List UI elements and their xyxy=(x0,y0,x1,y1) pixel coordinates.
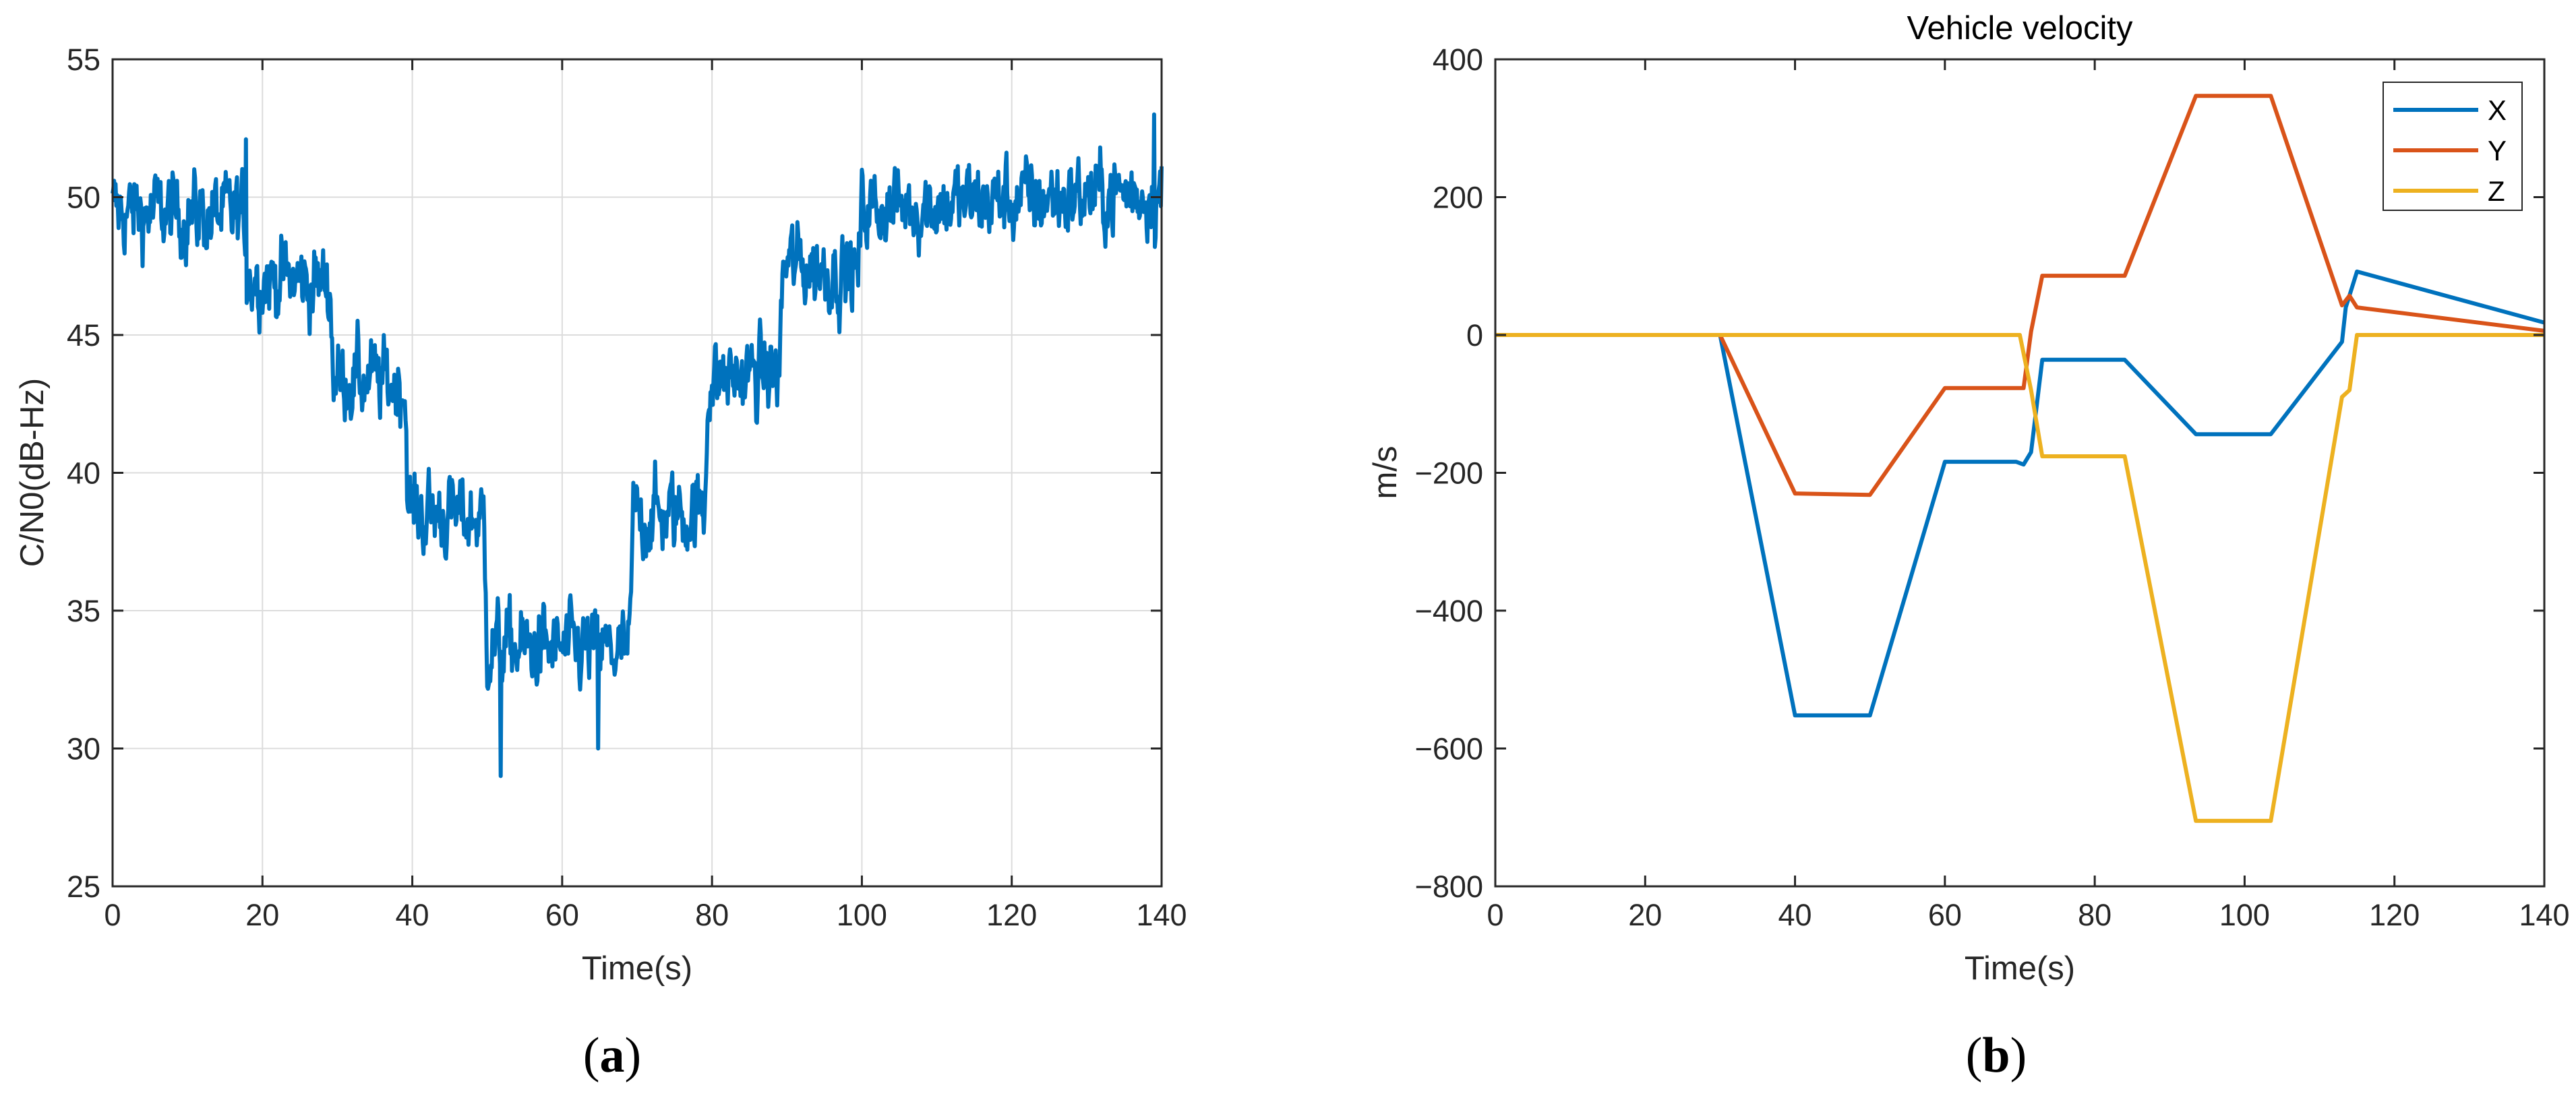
series-line-y xyxy=(1495,94,2545,497)
x-tick-label: 20 xyxy=(245,898,279,932)
legend-label-y: Y xyxy=(2488,135,2507,166)
x-tick-label: 120 xyxy=(2369,898,2420,932)
y-tick-label: 30 xyxy=(67,732,100,766)
x-tick-label: 0 xyxy=(1487,898,1503,932)
x-tick-label: 20 xyxy=(1628,898,1662,932)
legend-label-z: Z xyxy=(2488,175,2505,207)
legend-items: XYZ xyxy=(2393,94,2507,207)
y-tick-label: 50 xyxy=(67,181,100,215)
panel-a-cn0-chart: 0 20 40 60 80 100 120 140 25 30 35 40 45 50 55 Time(s)… xyxy=(14,42,1187,1083)
x-tick-label: 100 xyxy=(2219,898,2270,932)
y-tick-label: 400 xyxy=(1433,42,1483,77)
x-tick-label: 80 xyxy=(695,898,729,932)
y-tick-label: 45 xyxy=(67,318,100,353)
series-line-x xyxy=(1495,269,2545,718)
x-tick-label: 60 xyxy=(1928,898,1962,932)
panel-a-caption-letter: a xyxy=(600,1028,625,1083)
panel-a-series-group xyxy=(111,112,1164,778)
x-tick-label: 140 xyxy=(1136,898,1187,932)
panel-b-plot-area xyxy=(1495,59,2544,886)
panel-b-caption-close: ) xyxy=(2010,1028,2027,1083)
x-tick-label: 120 xyxy=(986,898,1037,932)
panel-b-velocity-chart: 0 20 40 60 80 100 120 140 −800 −600 −400 −200 0 200 40… xyxy=(1367,10,2570,1083)
panel-b-caption-open: ( xyxy=(1966,1028,1983,1083)
y-tick-label: 25 xyxy=(67,869,100,904)
x-tick-label: 40 xyxy=(1778,898,1812,932)
x-tick-label: 0 xyxy=(104,898,121,932)
y-tick-label: 0 xyxy=(1466,318,1483,353)
panel-a-ylabel: C/N0(dB-Hz) xyxy=(14,378,51,567)
panel-b-series-group xyxy=(1495,94,2545,823)
panel-a-caption: (a) xyxy=(583,1028,641,1083)
panel-a-ticks: 0 20 40 60 80 100 120 140 25 30 35 40 45 50 55 xyxy=(67,42,1187,932)
y-tick-label: 55 xyxy=(67,42,100,77)
panel-a-xlabel: Time(s) xyxy=(582,950,692,987)
y-tick-label: 200 xyxy=(1433,181,1483,215)
series-line-cn0 xyxy=(111,112,1164,778)
x-tick-label: 140 xyxy=(2519,898,2569,932)
x-tick-label: 100 xyxy=(837,898,887,932)
x-tick-label: 60 xyxy=(545,898,579,932)
y-tick-label: −600 xyxy=(1415,732,1483,766)
panel-b-ticks: 0 20 40 60 80 100 120 140 −800 −600 −400 −200 0 200 40… xyxy=(1415,42,2570,932)
y-tick-label: −800 xyxy=(1415,869,1483,904)
panel-b-ylabel: m/s xyxy=(1367,446,1404,499)
panel-b-caption-letter: b xyxy=(1982,1028,2010,1083)
y-tick-label: 35 xyxy=(67,594,100,628)
panel-a-caption-open: ( xyxy=(583,1028,600,1083)
panel-a-caption-close: ) xyxy=(625,1028,642,1083)
y-tick-label: −200 xyxy=(1415,456,1483,491)
panel-b-title: Vehicle velocity xyxy=(1907,10,2133,47)
series-line-z xyxy=(1495,333,2544,823)
legend-label-x: X xyxy=(2488,94,2507,126)
panel-b-xlabel: Time(s) xyxy=(1965,950,2075,987)
y-tick-label: −400 xyxy=(1415,594,1483,628)
panel-b-legend: XYZ xyxy=(2383,82,2523,211)
panel-b-caption: (b) xyxy=(1966,1028,2027,1083)
y-tick-label: 40 xyxy=(67,456,100,491)
x-tick-label: 80 xyxy=(2078,898,2111,932)
x-tick-label: 40 xyxy=(396,898,429,932)
